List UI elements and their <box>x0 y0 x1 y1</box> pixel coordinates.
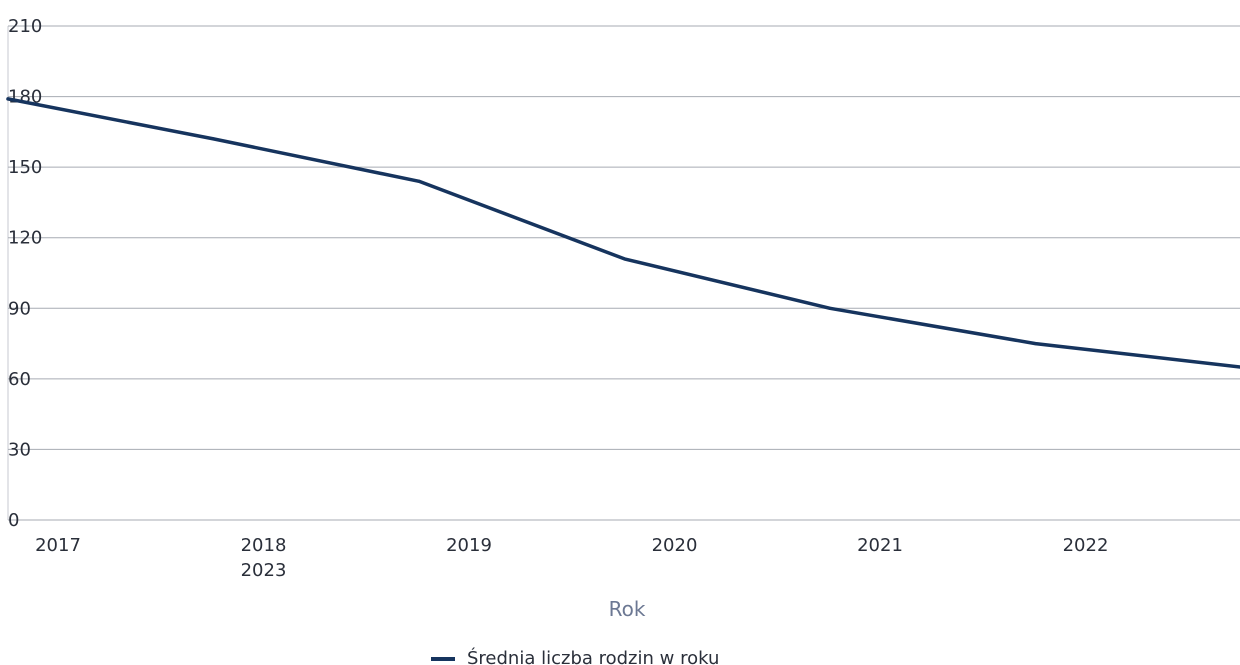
x-tick-label: 2020 <box>652 535 698 556</box>
data-point <box>1034 342 1037 346</box>
data-point <box>828 306 832 310</box>
data-point <box>417 179 421 183</box>
y-tick-label: 60 <box>8 369 31 390</box>
legend: Średnia liczba rodzin w roku <box>431 647 719 665</box>
data-point <box>623 257 626 261</box>
x-tick-label: 2019 <box>446 535 492 556</box>
y-tick-label: 0 <box>8 510 19 531</box>
series-line <box>6 97 1240 369</box>
legend-swatch <box>431 657 455 661</box>
data-point <box>6 97 10 101</box>
y-tick-label: 150 <box>8 157 42 178</box>
y-tick-label: 30 <box>8 439 31 460</box>
legend-label: Średnia liczba rodzin w roku <box>467 647 719 665</box>
x-tick-label: 2018 2023 <box>241 535 287 581</box>
x-axis-label: Rok <box>609 597 646 621</box>
x-tick-label: 2017 <box>35 535 81 556</box>
data-point <box>212 137 215 141</box>
grid-lines <box>7 25 1240 521</box>
x-tick-label: 2021 <box>857 535 903 556</box>
x-tick-label: 2022 <box>1063 535 1109 556</box>
x-tick-labels: 2017 2018 2023 2019 2020 2021 2022 <box>35 535 1108 581</box>
y-tick-label: 120 <box>8 228 42 249</box>
series-layer <box>6 97 1240 369</box>
y-tick-label: 90 <box>8 298 31 319</box>
y-tick-label: 210 <box>8 16 42 37</box>
